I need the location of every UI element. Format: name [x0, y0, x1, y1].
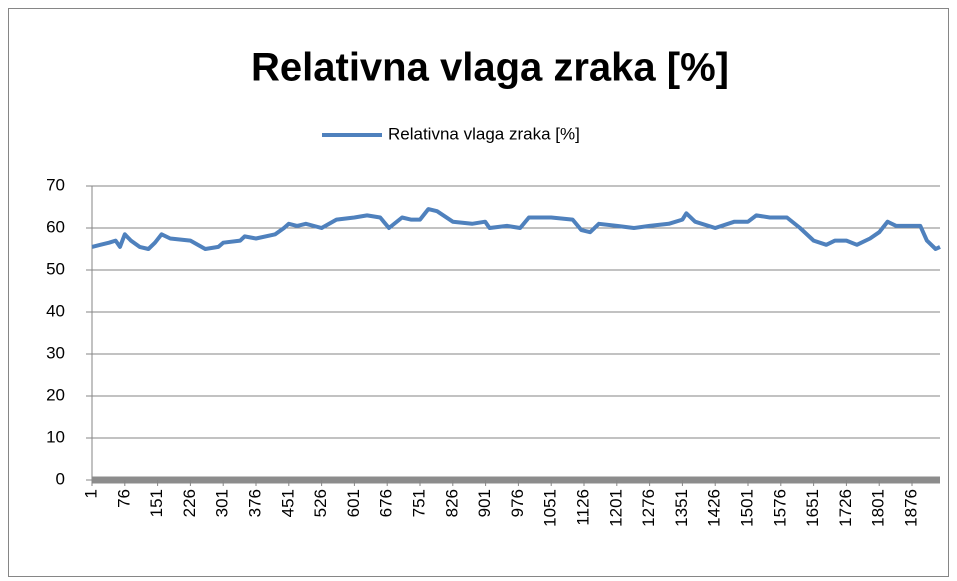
legend-label: Relativna vlaga zraka [%]	[388, 124, 580, 143]
x-tick-label: 1351	[672, 489, 691, 527]
y-tick-label: 30	[46, 343, 65, 362]
x-tick-label: 826	[442, 489, 461, 517]
x-tick-label: 1501	[737, 489, 756, 527]
x-tick-label: 676	[377, 489, 396, 517]
y-tick-label: 40	[46, 301, 65, 320]
x-tick-label: 1051	[541, 489, 560, 527]
x-tick-label: 1726	[836, 489, 855, 527]
x-tick-label: 1201	[606, 489, 625, 527]
x-tick-label: 1276	[639, 489, 658, 527]
x-tick-label: 1	[81, 489, 100, 498]
x-tick-label: 1876	[901, 489, 920, 527]
x-tick-label: 1801	[869, 489, 888, 527]
y-tick-label: 10	[46, 427, 65, 446]
x-tick-label: 1651	[803, 489, 822, 527]
x-tick-label: 376	[245, 489, 264, 517]
x-tick-label: 451	[278, 489, 297, 517]
data-line	[91, 207, 941, 251]
x-tick-label: 301	[213, 489, 232, 517]
x-tick-label: 1426	[705, 489, 724, 527]
y-tick-label: 50	[46, 259, 65, 278]
x-tick-label: 1576	[770, 489, 789, 527]
x-tick-label: 901	[475, 489, 494, 517]
x-tick-label: 76	[114, 489, 133, 508]
x-tick-label: 751	[409, 489, 428, 517]
x-tick-label: 976	[508, 489, 527, 517]
x-tick-label: 601	[344, 489, 363, 517]
x-tick-label: 1126	[573, 489, 592, 526]
y-tick-label: 70	[46, 175, 65, 194]
y-tick-label: 0	[56, 469, 65, 488]
y-tick-label: 20	[46, 385, 65, 404]
chart-title: Relativna vlaga zraka [%]	[251, 46, 729, 90]
x-tick-label: 151	[147, 489, 166, 517]
y-tick-label: 60	[46, 217, 65, 236]
x-tick-label: 226	[180, 489, 199, 517]
x-tick-label: 526	[311, 489, 330, 517]
